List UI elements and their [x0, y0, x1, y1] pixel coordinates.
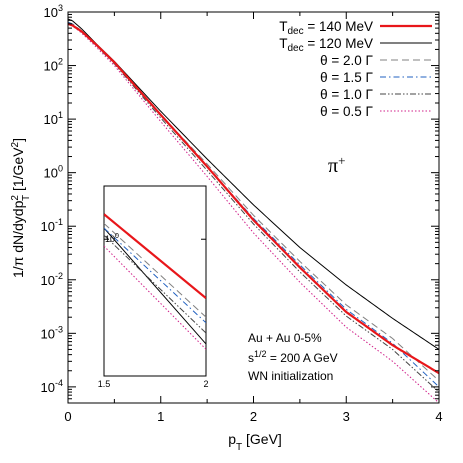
inset-curves: [104, 213, 206, 350]
y-axis: 10-4 10-3 10-2 10-1 100 101 102 103: [41, 3, 439, 404]
y-tick-label: 100: [44, 164, 63, 181]
inset-y-tick-label: 100: [105, 233, 119, 244]
series-line-4: [68, 22, 439, 393]
legend-label: θ = 2.0 Γ: [320, 53, 373, 68]
y-axis-title: 1/π dN/dydp2T [1/GeV2]: [10, 138, 32, 278]
curves-layer: [68, 18, 439, 403]
x-tick-label: 3: [343, 409, 350, 424]
x-tick-label: 0: [64, 409, 71, 424]
inset-x-tick-label: 2: [203, 379, 208, 389]
legend-label: Tdec = 140 MeV: [279, 19, 373, 37]
x-axis-title: pT [GeV]: [228, 431, 282, 453]
annotation-initialization: WN initialization: [248, 369, 333, 383]
y-tick-label: 101: [44, 110, 63, 127]
legend-label: θ = 0.5 Γ: [320, 104, 373, 119]
x-tick-label: 2: [250, 409, 257, 424]
inset-plot: 100 1.5 2: [98, 213, 209, 389]
legend-label: θ = 1.5 Γ: [320, 70, 373, 85]
series-line-2: [68, 21, 439, 382]
inset-series-line-4: [104, 234, 206, 334]
inset-series-line-2: [104, 223, 206, 318]
inset-x-tick-label: 1.5: [98, 379, 111, 389]
particle-label: π+: [328, 153, 345, 178]
legend-label: θ = 1.0 Γ: [320, 87, 373, 102]
y-tick-label: 103: [44, 3, 63, 20]
x-tick-label: 4: [435, 409, 442, 424]
x-axis: 0 1 2 3 4: [64, 12, 443, 424]
inset-frame: [103, 185, 207, 377]
series-line-0: [68, 22, 439, 375]
inset-series-line-0: [104, 213, 206, 299]
y-tick-label: 10-2: [41, 271, 63, 288]
annotation-system: Au + Au 0-5%: [248, 331, 322, 345]
legend-box: [248, 13, 438, 120]
y-tick-label: 10-4: [41, 378, 63, 395]
annotation-energy: s1/2 = 200 A GeV: [248, 349, 338, 365]
y-tick-label: 10-1: [41, 217, 63, 234]
y-tick-label: 10-3: [41, 324, 63, 341]
legend-label: Tdec = 120 MeV: [279, 36, 373, 54]
inset-series-line-1: [104, 227, 206, 345]
y-tick-label: 102: [44, 57, 63, 74]
x-tick-label: 1: [157, 409, 164, 424]
series-line-5: [68, 23, 439, 403]
inset-series-line-3: [104, 227, 206, 324]
series-line-1: [68, 18, 439, 350]
